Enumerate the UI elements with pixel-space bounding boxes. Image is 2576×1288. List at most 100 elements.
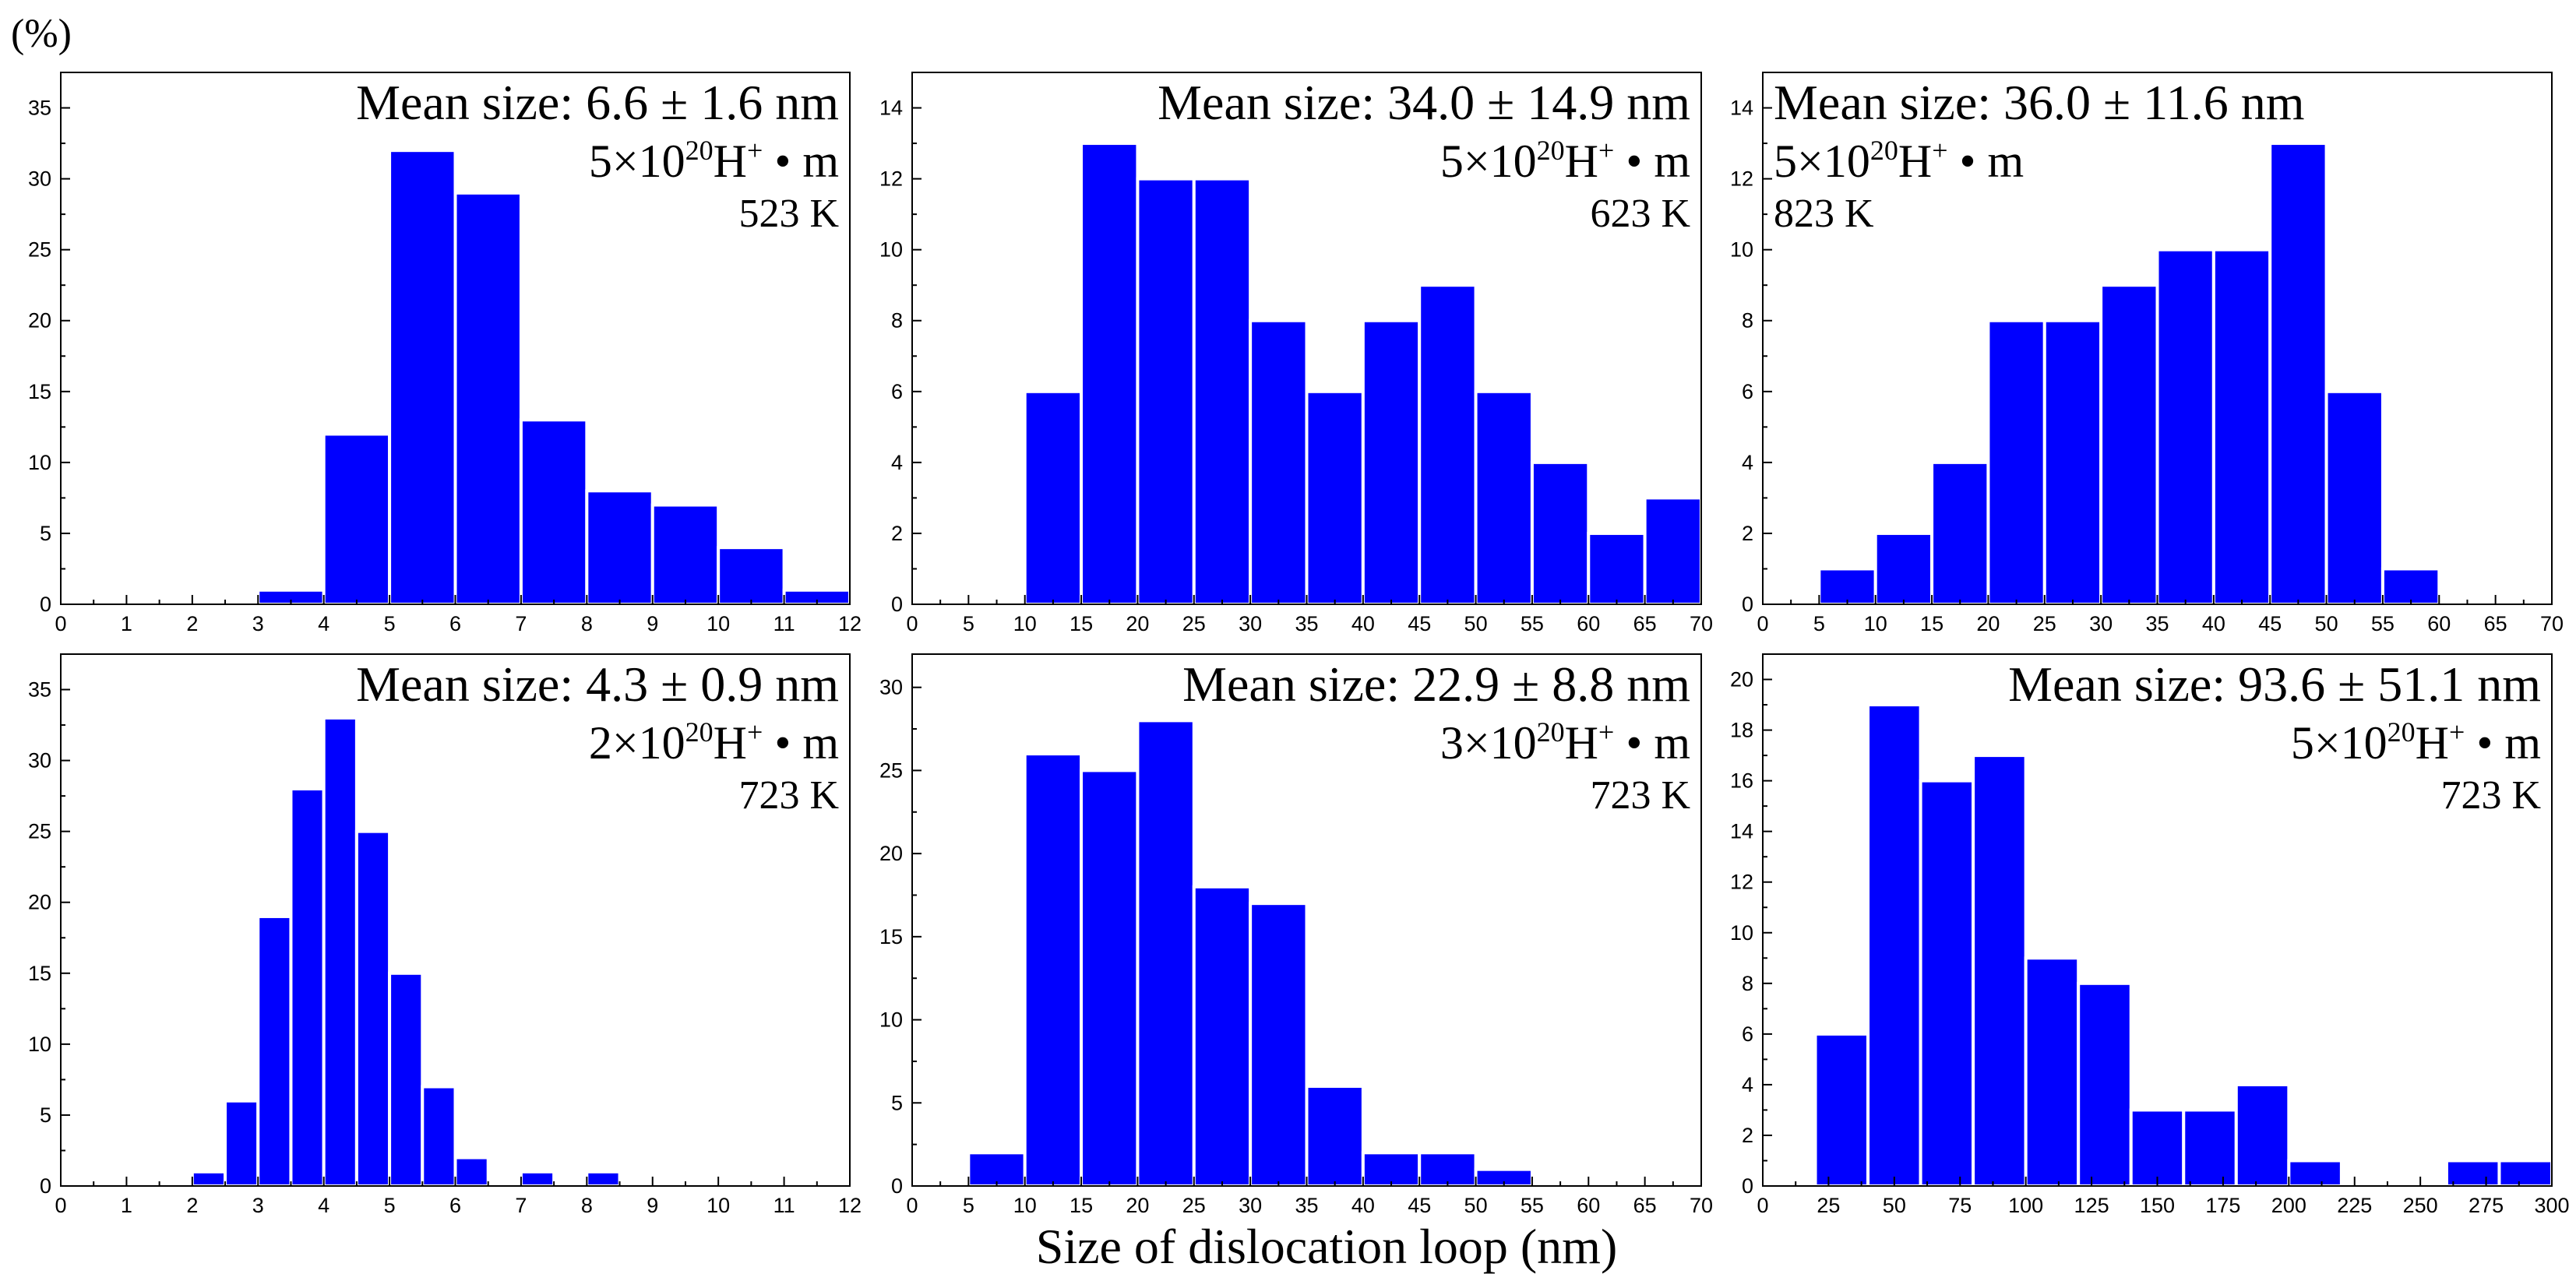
dose-annotation: 3×1020H+ • m [1440,716,1690,769]
x-tick-label: 10 [707,612,730,635]
histogram-bar [1813,1032,1870,1188]
x-tick-label: 40 [1351,612,1375,635]
y-tick-label: 10 [1730,921,1753,945]
x-tick-label: 11 [774,612,795,635]
x-tick-label: 2 [186,1194,198,1217]
x-tick-label: 10 [1864,612,1887,635]
histogram-bar [1643,496,1703,607]
histogram-bar [1986,318,2046,606]
x-tick-label: 10 [1013,612,1037,635]
x-tick-label: 300 [2534,1194,2569,1217]
x-tick-label: 70 [1690,612,1713,635]
x-tick-label: 50 [1883,1194,1906,1217]
y-tick-label: 15 [28,380,51,403]
histogram-bar [2077,981,2133,1188]
x-tick-label: 0 [55,612,66,635]
histogram-bar [2324,389,2384,606]
histogram-bar [1305,389,1365,606]
x-tick-label: 5 [963,1194,974,1217]
x-tick-label: 5 [384,612,396,635]
y-tick-label: 30 [879,676,903,699]
histogram-bar [1192,885,1253,1188]
histogram-bar [2234,1082,2291,1188]
y-tick-label: 4 [1742,451,1753,474]
x-tick-label: 55 [2371,612,2395,635]
x-tick-label: 35 [1295,1194,1318,1217]
mean-size-annotation: Mean size: 4.3 ± 0.9 nm [356,656,839,712]
dose-annotation: 5×1020H+ • m [589,135,839,187]
mean-size-annotation: Mean size: 34.0 ± 14.9 nm [1158,75,1690,130]
x-tick-label: 0 [1757,1194,1768,1217]
y-tick-label: 20 [28,309,51,333]
histogram-bar [1873,531,1934,607]
y-tick-label: 5 [40,1103,51,1127]
x-tick-label: 125 [2074,1194,2109,1217]
x-tick-label: 7 [515,612,527,635]
histogram-bar [1023,752,1084,1188]
x-tick-label: 20 [1126,1194,1149,1217]
x-tick-label: 0 [906,1194,918,1217]
histogram-bar [1249,318,1309,606]
x-tick-label: 225 [2337,1194,2372,1217]
y-tick-label: 14 [1730,820,1753,843]
histogram-bar [1305,1084,1365,1188]
y-tick-label: 25 [28,238,51,262]
x-tick-label: 11 [774,1194,795,1217]
x-tick-label: 50 [2315,612,2338,635]
histogram-bar [2497,1159,2553,1188]
x-tick-label: 30 [2089,612,2113,635]
histogram-bar [1972,754,2028,1188]
x-tick-label: 0 [906,612,918,635]
x-tick-label: 3 [252,612,264,635]
x-tick-label: 4 [318,612,329,635]
x-tick-label: 4 [318,1194,329,1217]
dose-annotation: 2×1020H+ • m [589,716,839,769]
mean-size-annotation: Mean size: 22.9 ± 8.8 nm [1182,656,1690,712]
x-tick-label: 70 [2540,612,2564,635]
histogram-bar [2268,142,2328,607]
y-tick-label: 16 [1730,769,1753,793]
x-tick-label: 60 [1577,612,1600,635]
x-tick-label: 60 [1577,1194,1600,1217]
histogram-bar [1361,318,1422,606]
y-tick-label: 8 [1742,309,1753,333]
x-tick-label: 150 [2140,1194,2175,1217]
y-tick-label: 8 [891,309,903,333]
x-tick-label: 6 [449,612,461,635]
histogram-bar [388,971,425,1188]
histogram-bar [388,149,457,606]
histogram-panel-6: 0 25 50 75 100 125 150 175 200 225 250 275 300 0 2 4 6 8 1… [1730,653,2570,1217]
x-tick-label: 30 [1239,1194,1262,1217]
y-tick-label: 35 [28,678,51,702]
histogram-bar [1249,902,1309,1188]
y-tick-label: 0 [1742,1174,1753,1198]
y-tick-label: 6 [1742,1022,1753,1046]
mean-size-annotation: Mean size: 6.6 ± 1.6 nm [356,75,839,130]
temperature-annotation: 723 K [1590,773,1690,818]
x-tick-label: 20 [1976,612,2000,635]
y-tick-label: 0 [1742,593,1753,616]
dose-annotation: 5×1020H+ • m [1440,135,1690,187]
histogram-bar [519,418,589,607]
histogram-bar [1080,769,1140,1188]
x-tick-label: 70 [1690,1194,1713,1217]
x-tick-label: 40 [2202,612,2225,635]
histogram-bar [2182,1108,2238,1188]
histogram-bar [2042,318,2103,606]
y-tick-label: 30 [28,167,51,191]
x-tick-label: 9 [647,1194,658,1217]
histogram-bar [2380,567,2441,607]
histogram-bar [1418,283,1478,606]
y-tick-label: 2 [1742,522,1753,545]
histogram-bar [1817,567,1877,607]
y-tick-label: 20 [28,891,51,914]
x-tick-label: 10 [1013,1194,1037,1217]
y-tick-label: 0 [891,1174,903,1198]
x-tick-label: 3 [252,1194,264,1217]
y-tick-label: 6 [1742,380,1753,403]
histogram-bar [1192,177,1253,607]
histogram-bar [2155,248,2215,606]
x-tick-label: 65 [1633,612,1657,635]
